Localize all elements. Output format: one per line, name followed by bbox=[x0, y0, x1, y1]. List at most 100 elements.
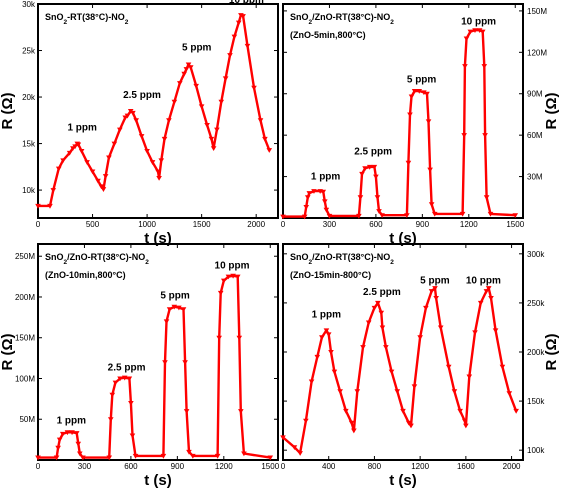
data-point bbox=[378, 310, 385, 316]
data-point bbox=[267, 455, 274, 461]
data-point bbox=[198, 104, 205, 110]
data-point bbox=[50, 188, 57, 193]
data-point bbox=[106, 455, 113, 461]
data-point bbox=[69, 430, 75, 436]
data-point bbox=[433, 296, 439, 301]
data-point bbox=[297, 451, 303, 456]
x-tick-label: 1600 bbox=[457, 462, 475, 471]
y-tick-label: 10k bbox=[22, 186, 36, 195]
data-point bbox=[251, 85, 257, 91]
data-point bbox=[59, 431, 66, 437]
concentration-label: 5 ppm bbox=[420, 275, 450, 286]
data-point bbox=[323, 207, 330, 213]
data-point bbox=[404, 213, 410, 219]
x-tick-label: 600 bbox=[369, 220, 383, 229]
data-point bbox=[109, 392, 116, 398]
data-point bbox=[320, 189, 327, 195]
data-point bbox=[187, 65, 194, 71]
panel-2: 0 300 600 900 1200 1500 30M 60M 90M 120M 150M t (s)… bbox=[280, 3, 560, 247]
data-point bbox=[379, 325, 386, 331]
data-point bbox=[244, 43, 251, 49]
data-point bbox=[225, 274, 232, 280]
data-point bbox=[462, 64, 468, 69]
data-point bbox=[407, 112, 413, 118]
panel-subtitle: (ZnO-15min-800°C) bbox=[290, 270, 371, 280]
data-point bbox=[161, 136, 168, 142]
y-tick-label: 120M bbox=[527, 48, 547, 57]
y-tick-label: 30M bbox=[527, 173, 543, 182]
data-point bbox=[431, 211, 438, 217]
data-point bbox=[483, 289, 490, 294]
data-point bbox=[95, 178, 101, 184]
data-point bbox=[204, 122, 210, 128]
y-tick-label: 200M bbox=[15, 293, 35, 302]
x-tick-label: 1200 bbox=[460, 220, 478, 229]
data-point bbox=[121, 375, 128, 381]
data-point bbox=[262, 136, 268, 142]
x-tick-label: 1500 bbox=[193, 220, 211, 229]
data-point bbox=[457, 408, 463, 414]
y-axis-label: R (Ω) bbox=[543, 92, 560, 129]
data-point bbox=[423, 305, 429, 311]
data-point bbox=[64, 430, 71, 436]
data-point bbox=[379, 213, 385, 219]
data-point bbox=[130, 110, 136, 116]
data-point bbox=[162, 360, 168, 365]
data-point bbox=[322, 199, 328, 205]
concentration-label: 10 ppm bbox=[461, 17, 496, 28]
data-point bbox=[451, 389, 458, 395]
data-point bbox=[424, 91, 430, 97]
data-point bbox=[234, 274, 241, 280]
y-tick-label: 15k bbox=[22, 140, 36, 149]
data-point bbox=[343, 408, 349, 414]
data-point bbox=[466, 374, 473, 380]
y-tick-label: 60M bbox=[527, 131, 543, 140]
data-point bbox=[266, 148, 273, 153]
plot-frame bbox=[37, 3, 279, 219]
data-point bbox=[499, 364, 506, 370]
data-point bbox=[476, 28, 483, 34]
data-point bbox=[304, 195, 311, 201]
plot-frame bbox=[37, 243, 279, 461]
data-point bbox=[72, 144, 78, 150]
data-point bbox=[301, 214, 308, 220]
data-point bbox=[291, 445, 298, 451]
data-point bbox=[35, 455, 41, 461]
data-point bbox=[512, 213, 519, 219]
data-point bbox=[459, 211, 466, 217]
data-point bbox=[107, 417, 114, 423]
x-tick-label: 0 bbox=[36, 462, 41, 471]
y-tick-label: 150M bbox=[15, 334, 35, 343]
data-point bbox=[166, 307, 173, 313]
x-tick-label: 900 bbox=[171, 462, 185, 471]
data-point bbox=[221, 278, 227, 284]
data-point bbox=[319, 335, 325, 341]
data-point bbox=[185, 62, 192, 68]
data-point bbox=[461, 418, 468, 424]
x-tick-label: 0 bbox=[281, 462, 286, 471]
panel-title: SnO2/ZnO-RT(38°C)-NO2 bbox=[290, 12, 394, 26]
data-point bbox=[257, 118, 264, 124]
data-point bbox=[216, 335, 222, 341]
y-tick-label: 90M bbox=[527, 90, 543, 99]
data-point bbox=[416, 88, 423, 94]
data-point bbox=[360, 345, 366, 350]
y-tick-label: 25k bbox=[22, 47, 36, 56]
data-point bbox=[66, 150, 73, 156]
data-point bbox=[405, 160, 412, 166]
data-point bbox=[408, 94, 415, 100]
x-tick-label: 1000 bbox=[138, 220, 156, 229]
data-point bbox=[348, 420, 355, 426]
concentration-label: 2.5 ppm bbox=[363, 287, 401, 298]
data-point bbox=[75, 441, 82, 447]
data-point bbox=[214, 127, 220, 133]
data-point bbox=[376, 209, 382, 214]
data-point bbox=[222, 76, 229, 82]
data-point bbox=[323, 328, 330, 334]
data-point bbox=[227, 53, 233, 58]
data-point bbox=[428, 202, 435, 207]
data-point bbox=[400, 408, 406, 414]
y-tick-label: 20k bbox=[22, 93, 36, 102]
series-line bbox=[282, 287, 518, 455]
data-point bbox=[53, 455, 60, 461]
